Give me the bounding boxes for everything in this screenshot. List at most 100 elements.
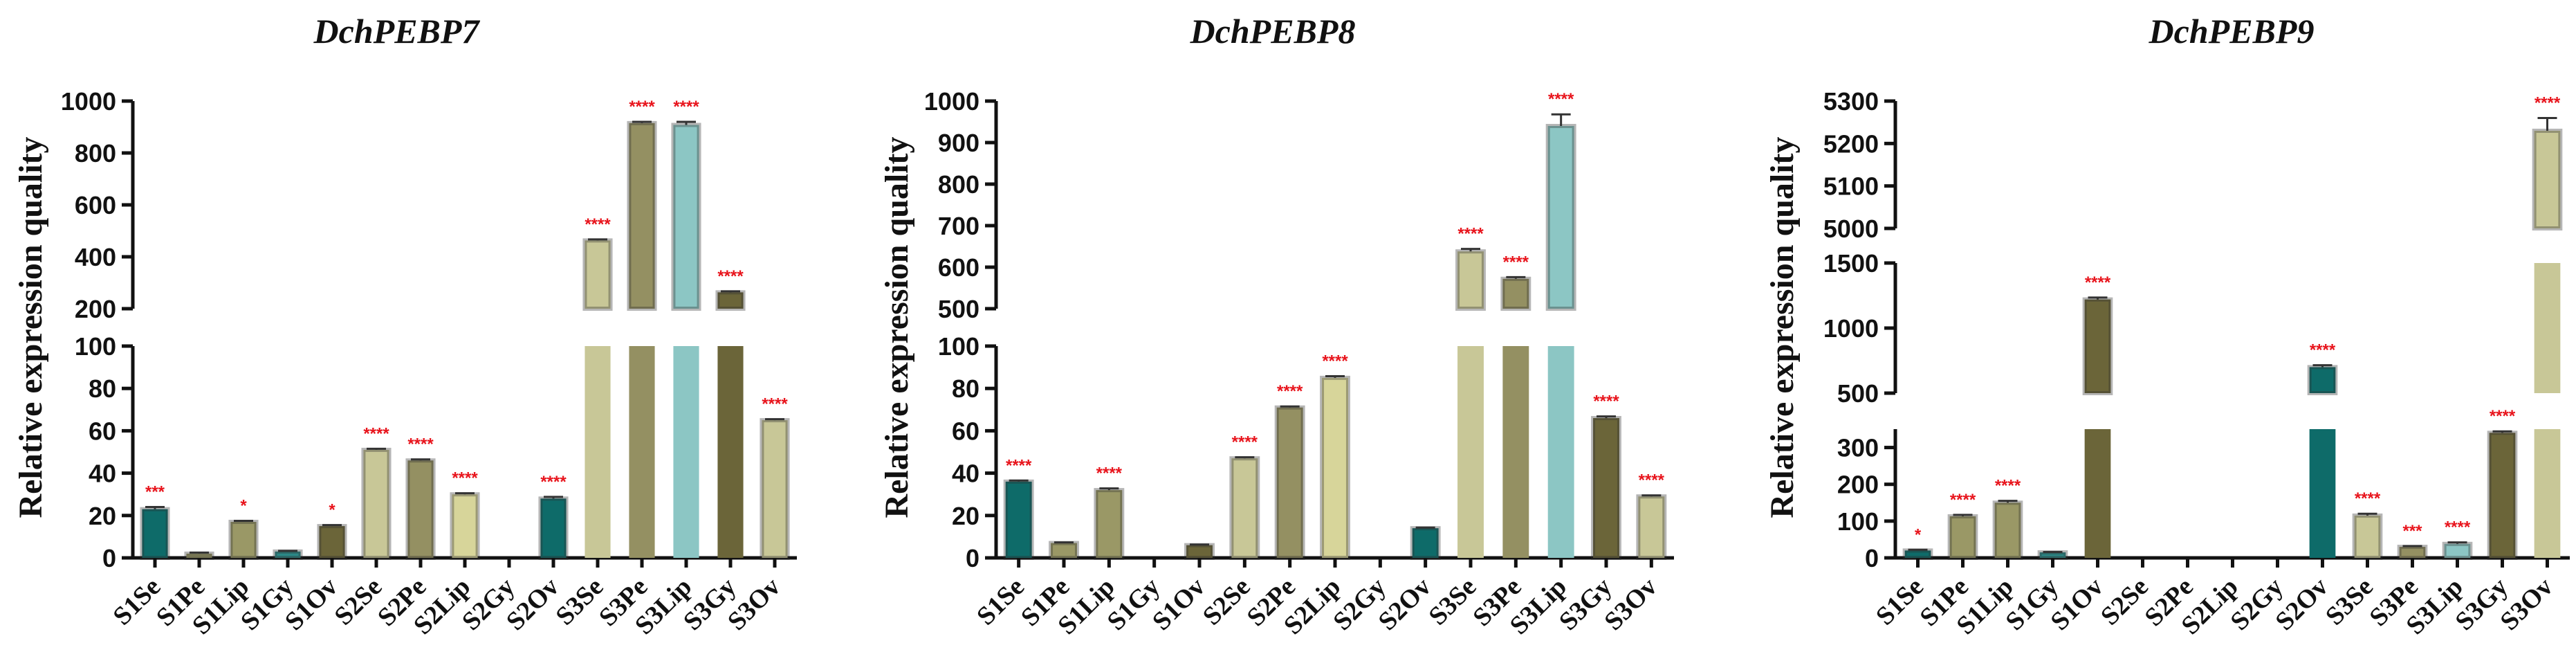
bar: [1457, 346, 1484, 558]
y-tick-label: 100: [1837, 507, 1879, 536]
y-tick-label: 500: [1837, 379, 1879, 408]
y-tick-label: 1500: [1823, 249, 1879, 278]
bar: [1591, 416, 1621, 560]
x-tick-label: S2Se: [329, 572, 387, 631]
bar: [2082, 297, 2113, 396]
significance-label: ****: [1995, 477, 2021, 496]
y-tick-label: 100: [938, 332, 979, 361]
significance-label: *: [1915, 525, 1922, 544]
x-tick-label: S2Se: [1197, 572, 1256, 631]
y-tick-label: 1000: [61, 87, 116, 116]
y-tick-label: 0: [102, 544, 116, 572]
y-tick-label: 600: [75, 191, 116, 219]
x-tick-label: S1Gy: [2000, 572, 2063, 636]
bar: [1947, 514, 1978, 560]
bar: [2037, 550, 2068, 560]
y-tick-label: 700: [938, 212, 979, 240]
bar: [2084, 429, 2111, 558]
y-tick-label: 80: [89, 374, 116, 403]
bar: [629, 346, 655, 558]
bar: [2532, 128, 2563, 230]
bar: [2352, 513, 2383, 561]
significance-label: ****: [452, 469, 478, 488]
bar: [184, 551, 214, 561]
y-tick-label: 0: [1865, 544, 1879, 572]
significance-label: ****: [1322, 352, 1348, 370]
y-tick-label: 40: [89, 460, 116, 488]
bar: [1500, 276, 1531, 311]
x-tick-label: S3Ov: [1599, 572, 1662, 636]
bar: [1902, 548, 1933, 560]
y-tick-label: 300: [1837, 434, 1879, 462]
x-tick-label: S2Gy: [1327, 572, 1391, 636]
x-tick-label: S2Ov: [501, 572, 564, 636]
bar: [2534, 429, 2561, 558]
x-tick-label: S1Ov: [2045, 572, 2108, 636]
bar: [715, 290, 746, 311]
bar: [1502, 346, 1529, 558]
x-tick-label: S3Ov: [722, 572, 786, 636]
bar: [1410, 526, 1441, 560]
y-tick-label: 900: [938, 129, 979, 157]
y-tick-label: 200: [75, 295, 116, 323]
bar: [1455, 249, 1486, 311]
significance-label: ****: [1503, 253, 1529, 271]
chart-title: DchPEBP8: [1190, 12, 1356, 51]
y-tick-label: 800: [938, 170, 979, 199]
y-tick-label: 60: [952, 417, 979, 445]
x-tick-label: S1Se: [107, 572, 166, 631]
bar: [717, 346, 744, 558]
bar: [1003, 479, 1034, 561]
bar: [582, 238, 613, 311]
y-tick-label: 20: [952, 502, 979, 530]
bar: [760, 418, 790, 560]
bar: [1274, 405, 1305, 560]
bar: [627, 120, 657, 311]
bar: [2307, 365, 2338, 396]
bar: [2442, 541, 2473, 561]
significance-label: ****: [1096, 464, 1123, 483]
chart-panel-3: DchPEBP9 Relative expression quality 0 100 2…: [1764, 12, 2570, 640]
bar: [2534, 263, 2561, 393]
x-tick-label: S1Ov: [279, 572, 343, 636]
bar: [538, 496, 569, 561]
y-tick-label: 400: [75, 243, 116, 271]
x-tick-label: S1Se: [971, 572, 1030, 631]
y-tick-label: 100: [75, 332, 116, 361]
significance-label: ****: [2310, 341, 2336, 360]
significance-label: ****: [2085, 273, 2111, 292]
bar: [673, 346, 699, 558]
significance-label: ****: [2534, 94, 2561, 113]
significance-label: ****: [629, 98, 655, 116]
chart-title: DchPEBP9: [2149, 12, 2315, 51]
significance-label: ****: [1593, 392, 1619, 411]
bar: [2309, 429, 2336, 558]
significance-label: ****: [717, 267, 744, 286]
significance-label: ****: [407, 435, 434, 454]
chart-panel-1: DchPEBP7 Relative expression quality 0 20 40…: [12, 12, 797, 640]
y-tick-label: 200: [1837, 471, 1879, 499]
y-tick-label: 40: [952, 460, 979, 488]
y-tick-label: 600: [938, 253, 979, 282]
bar: [1049, 541, 1079, 561]
bar: [361, 447, 392, 560]
bar: [228, 519, 259, 560]
significance-label: ****: [762, 395, 788, 414]
y-tick-label: 5100: [1823, 172, 1879, 201]
significance-label: ****: [2355, 489, 2381, 508]
significance-label: ****: [1006, 456, 1032, 475]
significance-label: ****: [673, 98, 699, 116]
bar: [1320, 375, 1350, 561]
y-tick-label: 500: [938, 295, 979, 323]
significance-label: ****: [585, 215, 611, 234]
y-axis-label: Relative expression quality: [1764, 136, 1801, 518]
y-tick-label: 0: [966, 544, 979, 572]
x-tick-label: S3Gy: [1554, 572, 1617, 636]
significance-label: ***: [2402, 522, 2422, 541]
x-tick-label: S1Gy: [1102, 572, 1166, 636]
bar: [1547, 346, 1574, 558]
significance-label: ****: [2445, 518, 2471, 537]
y-tick-label: 20: [89, 502, 116, 530]
y-tick-label: 80: [952, 374, 979, 403]
